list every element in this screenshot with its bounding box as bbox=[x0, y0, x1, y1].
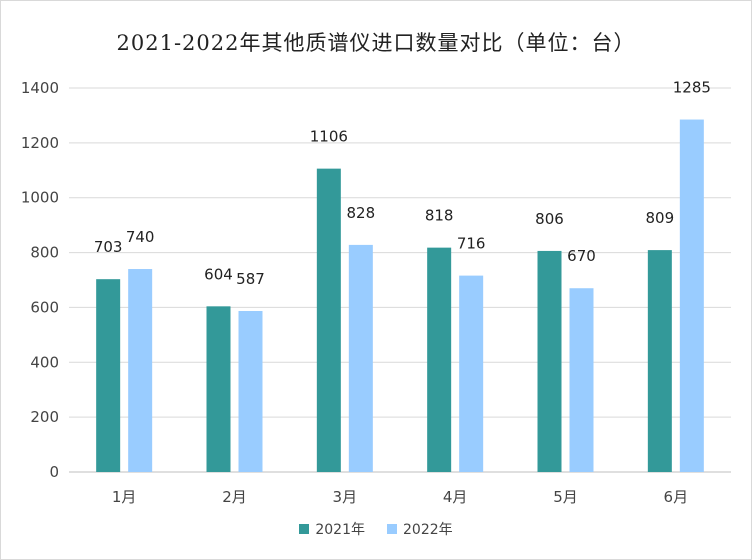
chart-title: 2021-2022年其他质谱仪进口数量对比（单位：台） bbox=[116, 31, 636, 55]
legend-swatch bbox=[387, 524, 397, 534]
data-label: 740 bbox=[126, 228, 155, 246]
x-tick-label: 1月 bbox=[112, 488, 137, 506]
data-label: 716 bbox=[457, 235, 486, 253]
data-label: 809 bbox=[646, 209, 675, 227]
legend-label: 2021年 bbox=[315, 522, 365, 538]
data-label: 604 bbox=[204, 265, 233, 283]
legend-swatch bbox=[299, 524, 310, 534]
bar-2-6 bbox=[679, 119, 704, 473]
data-label: 1285 bbox=[673, 79, 711, 97]
x-tick-label: 6月 bbox=[664, 488, 689, 506]
legend: 2021年 2022年 bbox=[1, 519, 751, 539]
legend-label: 2022年 bbox=[403, 522, 453, 538]
bar-1-2 bbox=[206, 306, 231, 472]
bar-2-5 bbox=[569, 288, 594, 472]
y-tick-label: 200 bbox=[30, 408, 59, 426]
y-tick-label: 600 bbox=[30, 298, 59, 316]
bar-1-5 bbox=[537, 250, 562, 472]
data-label: 1106 bbox=[310, 128, 348, 146]
data-label: 806 bbox=[535, 210, 564, 228]
x-tick-label: 2月 bbox=[222, 488, 247, 506]
bar-1-6 bbox=[647, 250, 672, 472]
x-tick-label: 3月 bbox=[333, 488, 358, 506]
bar-1-3 bbox=[316, 168, 341, 472]
y-tick-label: 0 bbox=[49, 463, 59, 481]
bar-1-1 bbox=[96, 279, 121, 472]
bar-2-4 bbox=[459, 275, 484, 472]
y-tick-label: 1000 bbox=[21, 189, 59, 207]
bar-2-1 bbox=[128, 269, 153, 472]
legend-item: 2022年 bbox=[387, 519, 453, 539]
bar-1-4 bbox=[427, 247, 452, 472]
legend-item: 2021年 bbox=[299, 519, 365, 539]
y-tick-label: 1200 bbox=[21, 134, 59, 152]
data-label: 670 bbox=[567, 247, 596, 265]
y-tick-label: 1400 bbox=[21, 79, 59, 97]
y-tick-label: 400 bbox=[30, 353, 59, 371]
data-label: 818 bbox=[425, 207, 454, 225]
y-tick-label: 800 bbox=[30, 244, 59, 262]
x-tick-label: 4月 bbox=[443, 488, 468, 506]
x-tick-label: 5月 bbox=[553, 488, 578, 506]
data-label: 828 bbox=[347, 204, 376, 222]
bar-2-3 bbox=[348, 244, 373, 472]
data-label: 587 bbox=[236, 270, 265, 288]
data-label: 703 bbox=[94, 238, 123, 256]
bar-2-2 bbox=[238, 310, 263, 472]
